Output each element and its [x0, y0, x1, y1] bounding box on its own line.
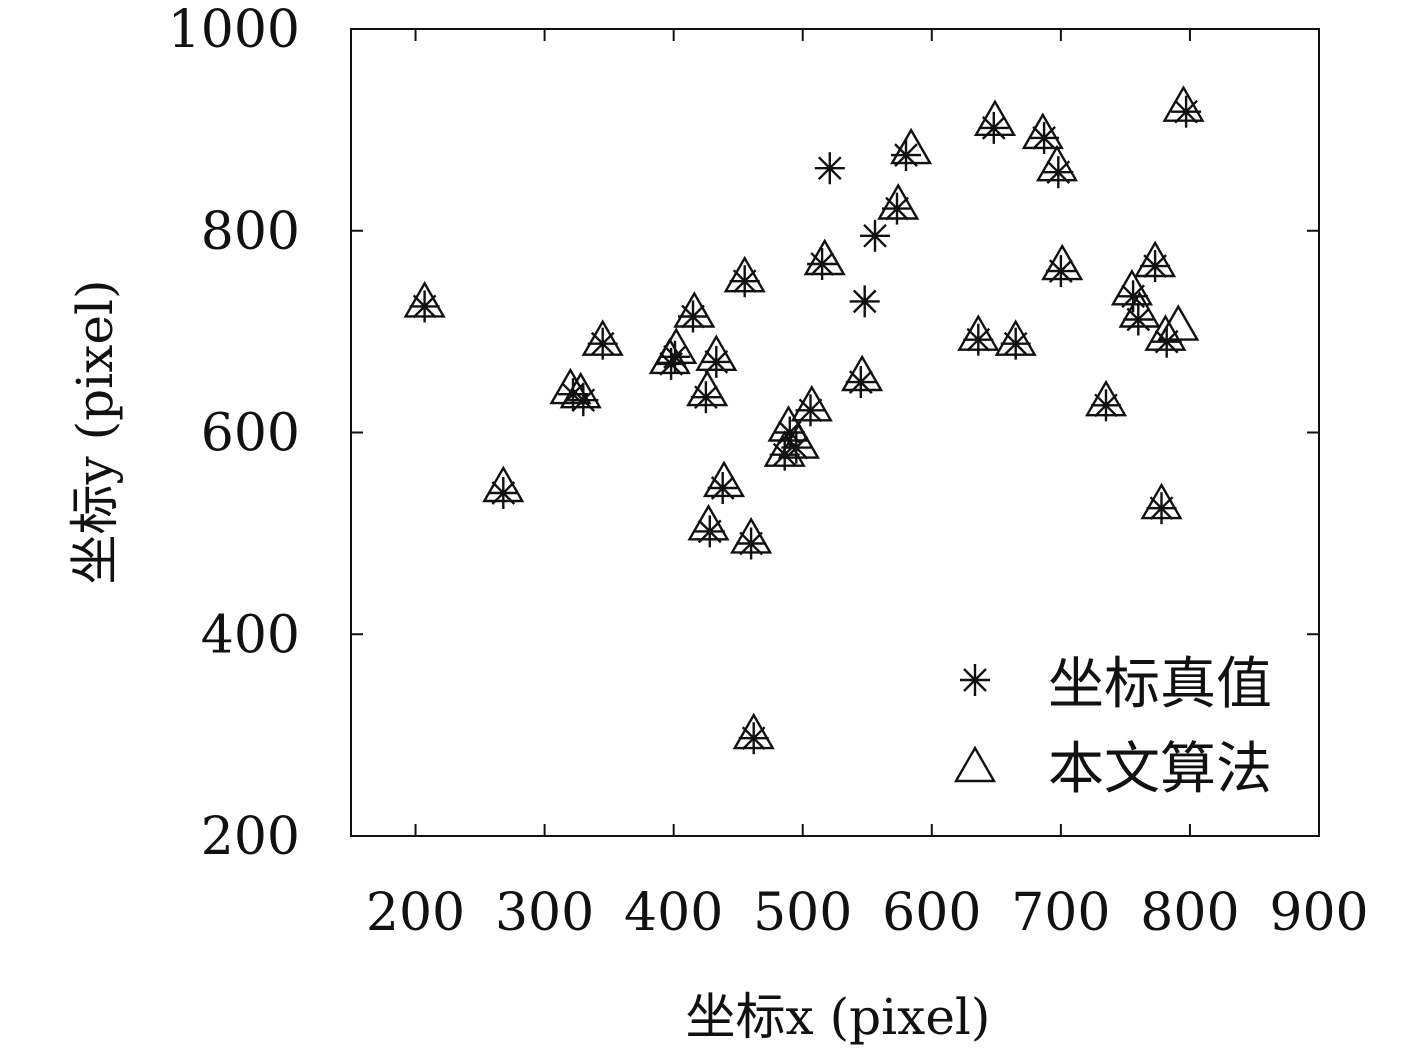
asterisk-point-18	[794, 393, 827, 428]
triangle-point-19	[804, 239, 845, 276]
legend-asterisk-marker	[958, 662, 992, 698]
y-axis-tick-labels: 200 400 600 800 1000	[168, 0, 300, 867]
x-tick-label-400: 400	[624, 883, 723, 943]
x-tick-label-300: 300	[495, 883, 594, 943]
triangle-point-7	[674, 292, 715, 328]
legend-triangle-marker	[954, 746, 996, 783]
x-tick-label-700: 700	[1011, 883, 1110, 943]
y-axis-ticks	[351, 28, 1319, 837]
triangle-point-35	[1158, 305, 1199, 341]
x-axis-label: 坐标x (pixel)	[686, 988, 991, 1046]
legend-item-proposed-algorithm: 本文算法	[954, 737, 1272, 802]
x-axis-ticks	[414, 29, 1320, 836]
triangle-point-21	[878, 184, 919, 220]
asterisk-point-0	[408, 289, 441, 324]
asterisk-point-20	[813, 150, 846, 186]
asterisk-point-36	[1145, 491, 1178, 526]
triangle-point-34	[1145, 315, 1186, 351]
triangle-point-18	[791, 386, 832, 422]
asterisk-point-26	[962, 322, 995, 357]
asterisk-point-1	[487, 475, 520, 511]
triangle-point-28	[1041, 244, 1083, 281]
legend-label-ground-truth: 坐标真值	[1048, 652, 1272, 717]
x-tick-label-200: 200	[366, 883, 465, 943]
asterisk-point-12	[728, 264, 761, 299]
triangle-point-16	[768, 406, 809, 442]
legend-label-proposed-algorithm: 本文算法	[1048, 737, 1272, 802]
legend-item-ground-truth: 坐标真值	[958, 652, 1272, 717]
y-tick-label-800: 800	[201, 202, 300, 262]
asterisk-point-23	[858, 218, 892, 254]
asterisk-point-24	[880, 191, 914, 226]
legend: 坐标真值 本文算法	[954, 652, 1272, 802]
x-tick-label-500: 500	[753, 883, 852, 943]
x-tick-label-900: 900	[1269, 883, 1368, 943]
x-tick-label-800: 800	[1140, 883, 1239, 943]
asterisk-point-35	[1138, 248, 1172, 284]
triangle-point-26	[1022, 113, 1064, 150]
asterisk-point-22	[848, 284, 881, 319]
asterisk-point-32	[1089, 388, 1123, 423]
y-tick-label-400: 400	[201, 605, 300, 665]
asterisk-point-7	[676, 299, 710, 334]
x-axis-tick-labels: 200 300 400 500 600 700 800 900	[366, 883, 1369, 943]
asterisk-point-14	[737, 721, 770, 756]
x-tick-label-600: 600	[882, 883, 981, 943]
y-tick-label-200: 200	[201, 807, 300, 867]
y-tick-label-1000: 1000	[168, 0, 300, 60]
y-axis-label: 坐标y (pixel)	[66, 280, 124, 585]
y-tick-label-600: 600	[201, 404, 300, 464]
asterisk-point-13	[734, 526, 768, 561]
